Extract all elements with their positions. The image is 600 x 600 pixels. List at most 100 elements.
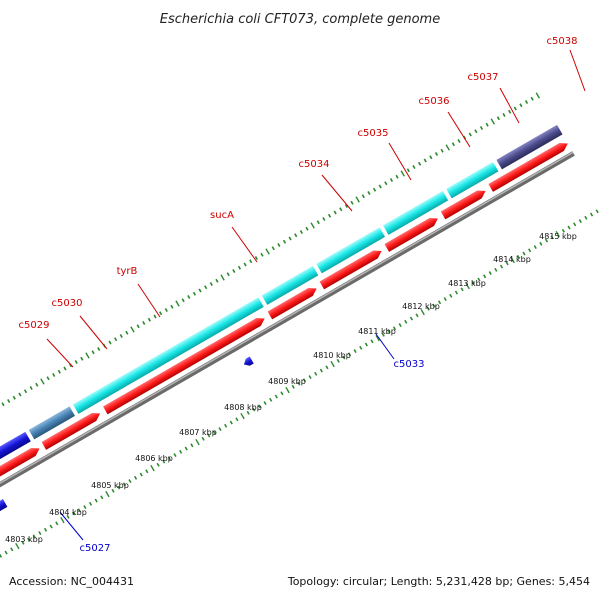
outer-tick xyxy=(457,139,461,143)
inner-tick xyxy=(505,261,509,266)
gene-label-c5027[interactable]: c5027 xyxy=(80,543,111,554)
gene-label-c5029[interactable]: c5029 xyxy=(19,320,50,331)
outer-tick xyxy=(271,246,275,251)
inner-tick xyxy=(409,316,414,321)
outer-tick xyxy=(164,308,168,312)
gene-label-c5034[interactable]: c5034 xyxy=(299,159,330,170)
gene-label-c5038[interactable]: c5038 xyxy=(547,36,578,47)
cds-arrow[interactable] xyxy=(0,445,42,479)
outer-tick xyxy=(243,262,247,267)
gene-c5038[interactable] xyxy=(496,124,563,170)
cds-arrow[interactable] xyxy=(488,140,570,192)
gene-label-c5033[interactable]: c5033 xyxy=(394,359,425,370)
label-leader-line xyxy=(447,111,471,148)
gene-c5036[interactable] xyxy=(382,190,449,235)
inner-tick xyxy=(460,287,464,292)
outer-tick xyxy=(204,285,208,290)
outer-tick xyxy=(159,311,163,316)
inner-tick xyxy=(145,469,149,474)
gene-c5030[interactable] xyxy=(0,431,31,484)
gene-label-sucA[interactable]: sucA xyxy=(210,210,234,221)
outer-tick xyxy=(254,256,258,260)
gene-label-tyrB[interactable]: tyrB xyxy=(117,266,138,277)
map-title: Escherichia coli CFT073, complete genome xyxy=(160,12,440,27)
gene-c5034-top-edge xyxy=(261,261,314,296)
inner-tick xyxy=(38,531,42,536)
outer-tick xyxy=(74,360,78,364)
inner-tick xyxy=(201,436,205,441)
inner-tick xyxy=(66,514,70,519)
inner-tick-major xyxy=(150,464,155,472)
outer-tick xyxy=(474,129,478,134)
inner-tick xyxy=(319,368,323,373)
inner-tick xyxy=(212,430,216,435)
inner-tick xyxy=(494,267,498,272)
gene-c5037-top-edge xyxy=(446,157,495,189)
inner-tick xyxy=(342,355,346,360)
reverse-cds-c5027[interactable] xyxy=(0,499,8,522)
inner-tick-ring xyxy=(0,209,599,558)
outer-tick xyxy=(277,243,281,247)
gene-label-c5037[interactable]: c5037 xyxy=(468,72,499,83)
gene-sucA[interactable] xyxy=(72,297,264,414)
inner-tick xyxy=(235,417,239,422)
inner-tick xyxy=(229,420,233,425)
outer-tick xyxy=(468,132,472,137)
gene-label-c5036[interactable]: c5036 xyxy=(419,96,450,107)
outer-tick xyxy=(496,116,500,121)
gene-label-c5035[interactable]: c5035 xyxy=(358,128,389,139)
inner-tick xyxy=(589,212,594,217)
gene-c5037[interactable] xyxy=(446,161,499,199)
label-leader-line xyxy=(137,283,161,318)
reverse-cds-c5033[interactable] xyxy=(242,356,254,368)
inner-tick xyxy=(133,475,138,480)
outer-tick xyxy=(12,395,16,400)
gene-tyrB[interactable] xyxy=(28,406,75,440)
inner-tick xyxy=(415,313,419,318)
cds-arrow[interactable] xyxy=(267,285,319,320)
inner-tick xyxy=(539,241,543,246)
inner-tick xyxy=(179,449,183,454)
cds-arrow[interactable] xyxy=(319,247,384,290)
inner-tick xyxy=(522,251,526,256)
inner-tick-major xyxy=(195,438,200,446)
genome-backbone-highlight xyxy=(0,151,574,524)
cds-arrow-top-edge xyxy=(0,440,39,471)
inner-tick xyxy=(387,329,391,334)
inner-tick xyxy=(162,459,166,464)
cds-arrow[interactable] xyxy=(440,187,488,220)
inner-tick xyxy=(432,303,436,308)
outer-tick xyxy=(260,252,264,257)
cds-arrow[interactable] xyxy=(103,315,267,415)
inner-tick xyxy=(516,254,520,259)
cds-arrow-top-edge xyxy=(488,135,567,185)
outer-tick xyxy=(209,282,213,286)
outer-tick xyxy=(508,109,512,114)
inner-tick xyxy=(156,462,160,467)
kbp-label: 4805 kbp xyxy=(91,481,129,490)
outer-tick-major xyxy=(85,352,90,359)
inner-tick xyxy=(595,209,599,214)
outer-tick xyxy=(136,324,140,329)
inner-tick-major xyxy=(465,282,470,290)
gene-c5035-top-edge xyxy=(316,223,381,264)
inner-tick xyxy=(561,228,565,233)
gene-c5035[interactable] xyxy=(316,227,386,274)
cds-arrow-top-edge xyxy=(319,242,381,282)
outer-tick xyxy=(327,213,332,218)
inner-tick xyxy=(437,300,442,305)
inner-tick-major xyxy=(240,412,245,420)
outer-tick xyxy=(80,356,84,361)
inner-tick xyxy=(573,222,577,227)
gene-label-c5030[interactable]: c5030 xyxy=(52,298,83,309)
cds-arrow[interactable] xyxy=(41,410,103,450)
inner-tick xyxy=(184,446,188,451)
label-leader-line xyxy=(388,142,412,181)
outer-tick-major xyxy=(490,118,495,125)
inner-tick xyxy=(528,248,532,253)
cds-arrow[interactable] xyxy=(384,215,441,252)
gene-c5034[interactable] xyxy=(261,265,319,305)
label-leader-line xyxy=(375,333,395,360)
inner-tick xyxy=(578,219,582,224)
cds-arrow-top-edge xyxy=(440,182,485,212)
